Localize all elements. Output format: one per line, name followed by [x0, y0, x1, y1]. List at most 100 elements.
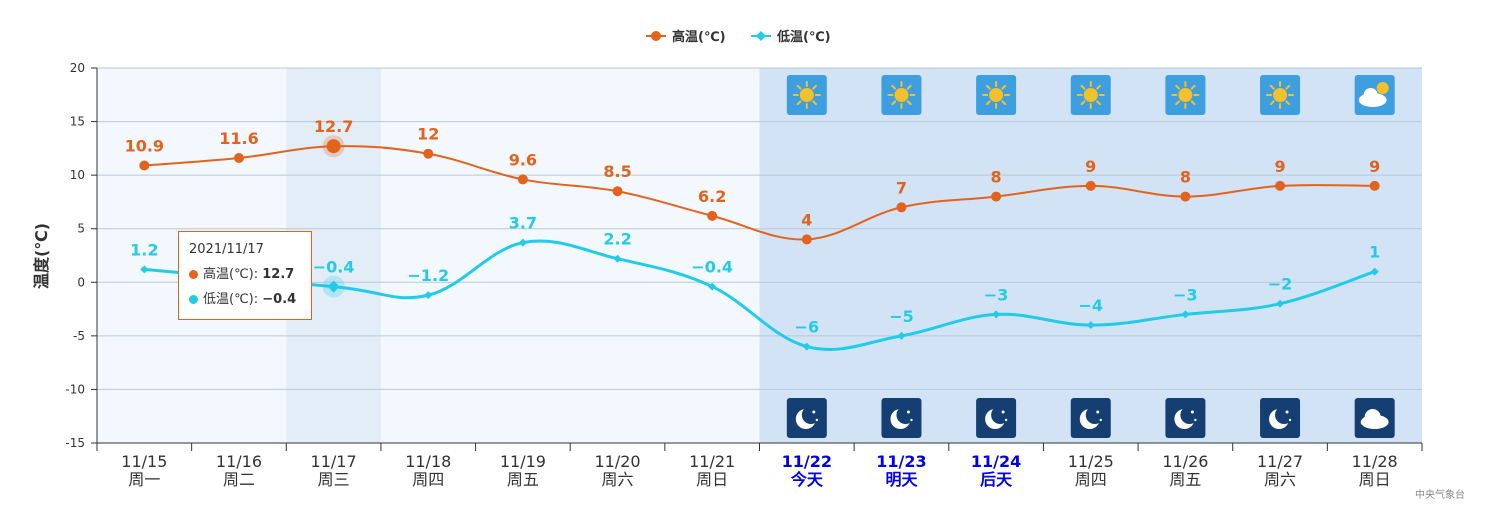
- x-tick-date: 11/26: [1162, 452, 1208, 471]
- sun-ray: [1269, 100, 1275, 106]
- sun-disc: [799, 88, 814, 102]
- star: [1285, 410, 1289, 414]
- y-tick-label: 0: [77, 275, 85, 289]
- x-tick-day: 周四: [412, 470, 444, 489]
- low-dot-icon: [189, 295, 198, 304]
- y-tick-label: -15: [65, 436, 85, 450]
- high-point: [1369, 180, 1380, 191]
- x-tick-date: 11/17: [311, 452, 357, 471]
- star: [1096, 410, 1100, 414]
- source-credit: 中央气象台: [1415, 488, 1465, 501]
- x-tick-day: 周六: [602, 470, 634, 489]
- x-tick-date: 11/25: [1068, 452, 1114, 471]
- high-series-line: [144, 145, 1375, 241]
- tooltip-date: 2021/11/17: [189, 242, 264, 257]
- moon-icon: [881, 398, 922, 438]
- low-data-label: −2: [1268, 275, 1293, 294]
- x-tick-day: 周五: [1169, 470, 1201, 489]
- y-tick-label: 20: [70, 61, 85, 75]
- x-tick-day: 周六: [1264, 470, 1296, 489]
- high-point: [612, 186, 623, 197]
- x-tick-day: 周五: [507, 470, 539, 489]
- legend-label: 高温(℃): [672, 29, 726, 45]
- x-tick-date: 11/24: [971, 452, 1021, 471]
- low-point: [897, 331, 906, 340]
- x-tick-day: 后天: [980, 470, 1013, 489]
- high-data-label: 12.7: [314, 117, 353, 136]
- x-tick-day: 周日: [1359, 470, 1391, 489]
- moon-icon: [976, 398, 1017, 438]
- low-point: [1276, 299, 1285, 308]
- tooltip: 2021/11/17 高温(℃): 12.7 低温(℃): −0.4: [178, 231, 312, 320]
- moon-icon: [786, 398, 827, 438]
- x-tick-date: 11/16: [216, 452, 262, 471]
- x-tick-day: 明天: [885, 470, 918, 489]
- high-data-label: 9: [1274, 157, 1285, 176]
- moon-shadow: [896, 406, 915, 424]
- low-point: [518, 238, 527, 247]
- sun-ray: [1001, 84, 1007, 90]
- legend-item-high[interactable]: 高温(℃): [646, 29, 726, 45]
- high-point: [991, 191, 1002, 202]
- x-tick-day: 周二: [223, 470, 255, 489]
- moon-icon: [1070, 398, 1111, 438]
- cloud-puff: [1364, 409, 1381, 425]
- series-lines: [139, 135, 1380, 351]
- sun-ray: [1096, 84, 1101, 90]
- sun-ray: [1269, 84, 1275, 90]
- high-point: [1275, 180, 1286, 191]
- sun-ray: [1285, 100, 1291, 106]
- tooltip-high-row: 高温(℃): 12.7: [189, 263, 301, 282]
- low-point: [708, 282, 717, 291]
- low-data-label: −0.4: [691, 258, 733, 277]
- sun-ray: [796, 100, 802, 106]
- x-tick-date: 11/21: [689, 452, 735, 471]
- legend-item-low[interactable]: 低温(℃): [751, 29, 831, 45]
- low-point: [1370, 267, 1379, 276]
- sun-disc: [1178, 88, 1193, 102]
- low-data-label: −5: [889, 307, 914, 326]
- tooltip-high-value: 12.7: [262, 267, 295, 282]
- sun-ray: [1096, 100, 1101, 106]
- high-data-label: 9.6: [509, 150, 537, 169]
- partly-cloudy-icon: [1354, 75, 1395, 115]
- legend[interactable]: 高温(℃) 低温(℃): [646, 29, 831, 45]
- sun-ray: [1190, 100, 1196, 106]
- moon-shadow: [1180, 406, 1199, 424]
- x-tick-date: 11/28: [1352, 452, 1398, 471]
- x-tick-date: 11/27: [1257, 452, 1303, 471]
- legend-label: 低温(℃): [776, 29, 831, 45]
- sun-ray: [1080, 100, 1086, 106]
- sun-icon: [881, 75, 922, 115]
- low-data-label: −6: [795, 318, 820, 337]
- sun-ray: [906, 100, 912, 106]
- sun-disc: [894, 88, 909, 102]
- sun-ray: [891, 100, 897, 106]
- y-axis-label: 温度(℃): [32, 223, 51, 290]
- star: [906, 410, 910, 414]
- sun-disc: [989, 88, 1004, 102]
- high-point: [139, 160, 150, 171]
- low-data-label: −3: [1173, 285, 1198, 304]
- low-data-label: −4: [1078, 296, 1103, 315]
- low-point: [327, 280, 340, 293]
- y-tick-label: 5: [77, 222, 85, 236]
- star: [812, 410, 816, 414]
- x-tick-date: 11/19: [500, 452, 546, 471]
- x-tick-date: 11/15: [121, 452, 167, 471]
- moon-shadow: [991, 406, 1010, 424]
- high-data-label: 10.9: [125, 137, 164, 156]
- low-data-label: −1.2: [407, 266, 449, 285]
- sun-ray: [1285, 84, 1291, 90]
- sun-icon: [786, 75, 827, 115]
- sun-ray: [1175, 100, 1181, 106]
- sun-disc: [1083, 88, 1098, 102]
- x-tick-date: 11/23: [876, 452, 926, 471]
- high-data-label: 9: [1085, 157, 1096, 176]
- star: [1004, 418, 1008, 422]
- moon-shadow: [1085, 406, 1104, 424]
- chart-background: [97, 68, 1422, 443]
- high-data-label: 4: [801, 210, 812, 229]
- sun-ray: [812, 100, 818, 106]
- x-tick-date: 11/20: [594, 452, 640, 471]
